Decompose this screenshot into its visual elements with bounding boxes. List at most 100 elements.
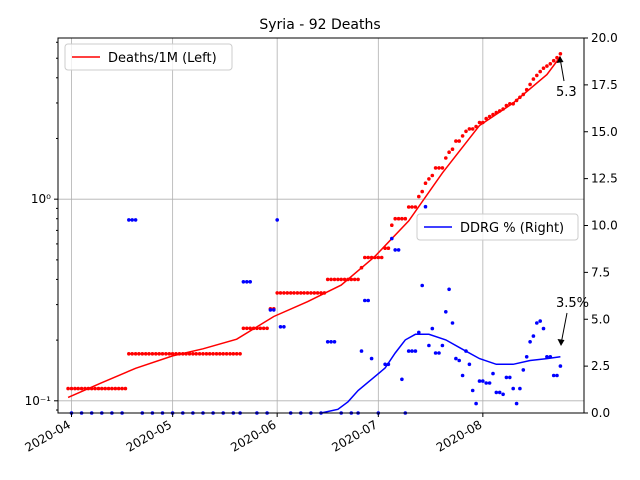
data-point-series-0 — [396, 216, 401, 221]
data-point-series-0 — [83, 386, 87, 391]
legend-right-label: DDRG % (Right) — [460, 221, 564, 236]
data-point-series-0 — [497, 109, 502, 113]
data-point-series-2 — [386, 362, 391, 367]
data-point-series-0 — [390, 223, 394, 227]
x-tick-label: 2020-05 — [124, 417, 174, 454]
data-point-series-0 — [551, 58, 556, 63]
data-point-series-2 — [410, 349, 414, 353]
data-point-series-0 — [410, 205, 414, 209]
data-point-series-0 — [363, 255, 367, 260]
data-point-series-2 — [528, 340, 532, 344]
data-point-series-2 — [268, 308, 273, 312]
data-point-series-0 — [66, 386, 70, 391]
data-point-series-0 — [214, 352, 219, 356]
data-point-series-0 — [140, 352, 145, 356]
data-point-series-0 — [430, 173, 435, 178]
data-point-series-0 — [295, 291, 300, 295]
data-point-series-0 — [386, 246, 391, 250]
data-point-series-2 — [535, 321, 539, 325]
y-right-tick-label: 2.5 — [591, 359, 610, 373]
y-left-tick-label: 10⁰ — [31, 192, 51, 206]
data-point-series-0 — [110, 386, 114, 391]
data-point-series-2 — [460, 373, 465, 378]
y-right-tick-label: 0.0 — [591, 406, 610, 420]
data-point-series-0 — [285, 291, 290, 295]
data-point-series-0 — [467, 127, 472, 131]
data-point-series-0 — [524, 87, 529, 92]
data-point-series-2 — [275, 218, 280, 222]
data-point-series-0 — [352, 277, 357, 282]
data-point-series-0 — [221, 352, 225, 356]
data-point-series-0 — [400, 216, 404, 221]
data-point-series-2 — [423, 204, 428, 209]
data-point-series-0 — [79, 386, 84, 391]
data-point-series-0 — [376, 255, 381, 260]
data-point-series-0 — [319, 291, 323, 295]
data-point-series-2 — [494, 390, 499, 395]
data-point-series-0 — [187, 352, 192, 356]
data-point-series-0 — [218, 352, 222, 356]
data-point-series-2 — [504, 375, 509, 380]
legend-left-box — [64, 43, 233, 71]
legend-left-label: Deaths/1M (Left) — [108, 51, 217, 66]
data-point-series-2 — [464, 349, 468, 353]
annotation-deaths-label: 5.3 — [556, 85, 577, 100]
data-point-series-0 — [501, 107, 505, 111]
data-point-series-0 — [477, 120, 482, 125]
data-point-series-2 — [470, 388, 475, 393]
annotation-ddrg: 3.5% — [556, 296, 589, 346]
data-point-series-0 — [89, 386, 94, 391]
data-point-series-0 — [93, 386, 97, 391]
data-point-series-0 — [150, 352, 155, 356]
data-point-series-2 — [396, 248, 401, 252]
data-point-series-0 — [423, 181, 428, 185]
data-point-series-2 — [369, 356, 374, 361]
data-points — [66, 52, 563, 415]
data-point-series-0 — [204, 352, 209, 356]
annotation-deaths-arrowhead — [556, 56, 564, 63]
data-point-series-2 — [325, 340, 330, 344]
data-point-series-0 — [504, 103, 509, 108]
data-point-series-0 — [369, 255, 374, 260]
data-point-series-0 — [278, 291, 283, 295]
data-point-series-0 — [545, 64, 549, 68]
data-point-series-0 — [265, 326, 269, 331]
data-point-series-0 — [69, 386, 74, 391]
data-point-series-0 — [558, 52, 563, 56]
data-point-series-2 — [484, 381, 489, 385]
data-point-series-0 — [86, 386, 91, 391]
data-point-series-2 — [127, 218, 131, 222]
data-point-series-0 — [555, 55, 559, 60]
data-point-series-0 — [511, 102, 515, 106]
data-point-series-0 — [106, 386, 111, 391]
data-point-series-2 — [427, 343, 431, 348]
data-point-series-2 — [487, 381, 492, 385]
data-point-series-0 — [288, 291, 293, 295]
data-point-series-0 — [373, 255, 377, 260]
data-point-series-2 — [511, 386, 515, 391]
data-point-series-2 — [430, 326, 435, 331]
data-point-series-0 — [464, 129, 468, 134]
data-point-series-2 — [467, 362, 472, 367]
data-point-series-2 — [400, 377, 404, 382]
data-point-series-0 — [366, 255, 371, 260]
data-point-series-2 — [282, 325, 286, 329]
data-point-series-0 — [447, 150, 451, 154]
data-point-series-0 — [211, 352, 215, 356]
data-point-series-2 — [383, 362, 387, 367]
data-point-series-2 — [555, 373, 559, 378]
data-point-series-0 — [346, 277, 350, 282]
data-point-series-2 — [444, 310, 448, 314]
data-point-series-2 — [390, 236, 394, 241]
data-point-series-0 — [541, 66, 546, 70]
data-point-series-0 — [73, 386, 77, 391]
data-point-series-2 — [272, 308, 276, 312]
y-right-tick-label: 20.0 — [591, 31, 618, 45]
data-point-series-0 — [133, 352, 138, 356]
data-point-series-2 — [450, 321, 455, 325]
data-point-series-0 — [224, 352, 229, 356]
data-point-series-2 — [481, 379, 485, 383]
x-tick-label: 2020-07 — [329, 417, 379, 454]
data-point-series-0 — [332, 277, 337, 282]
data-point-series-0 — [336, 277, 340, 282]
